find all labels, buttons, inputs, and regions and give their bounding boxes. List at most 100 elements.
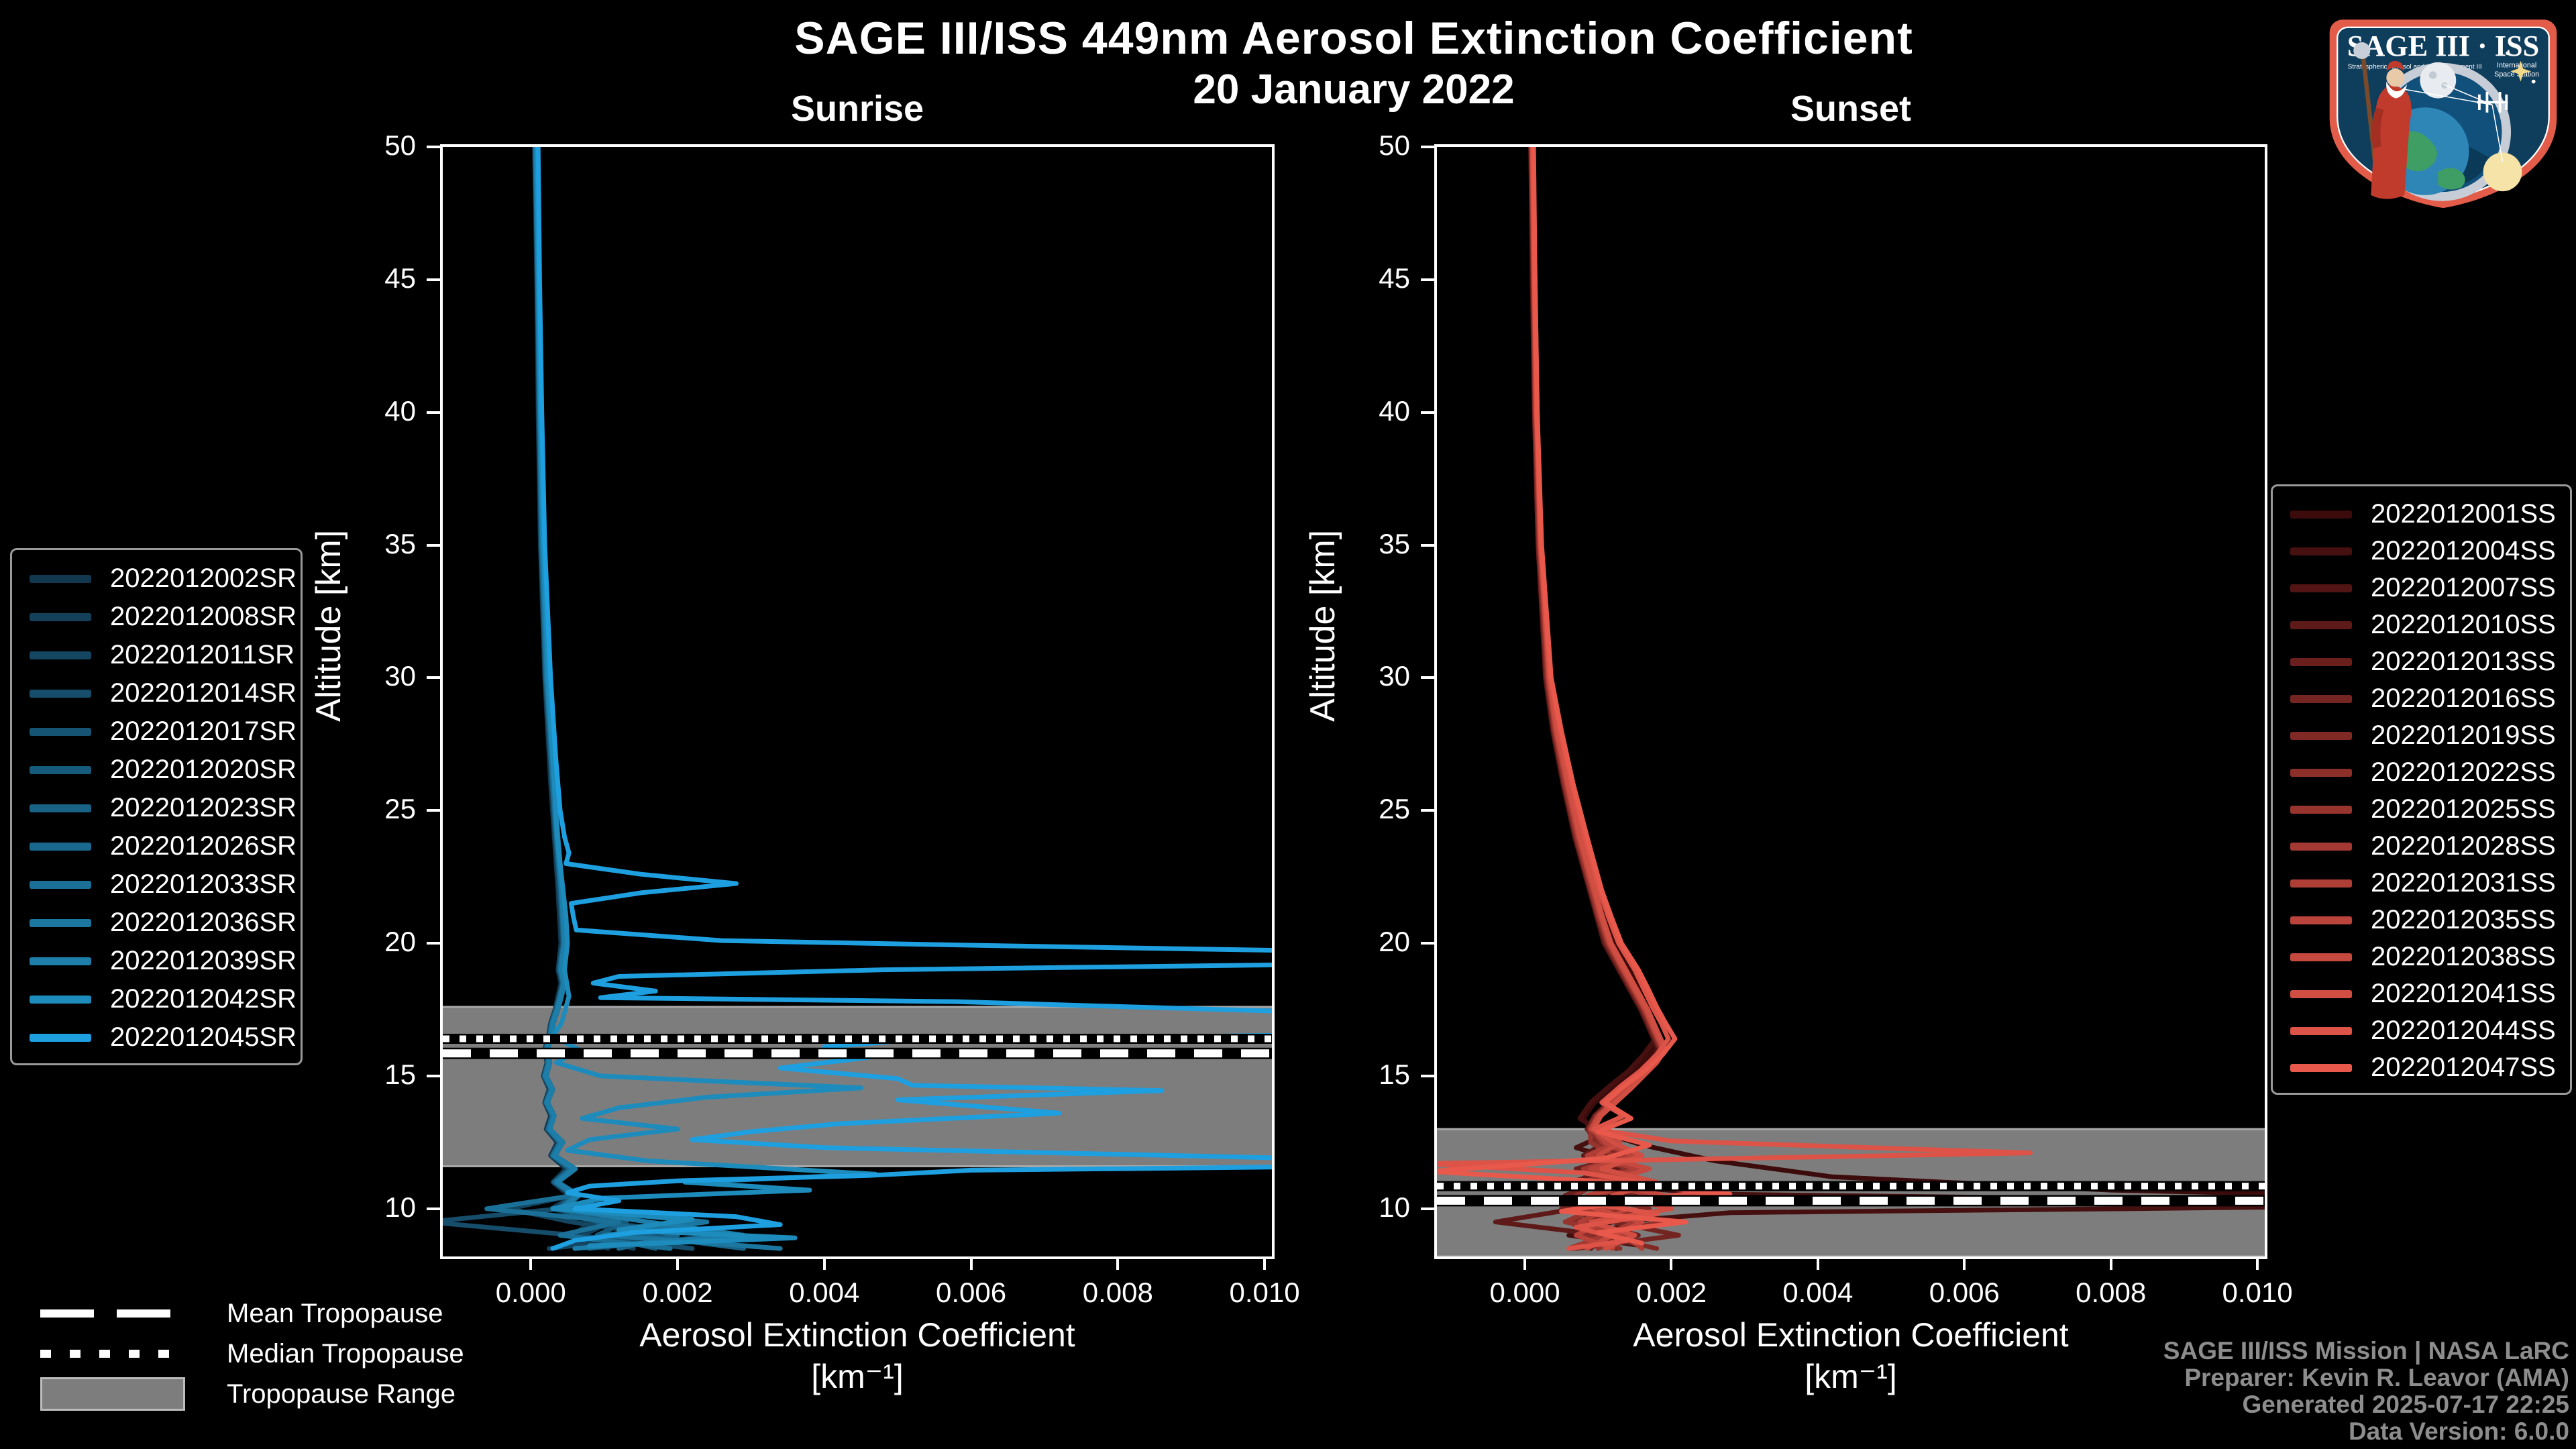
legend-item: 2022012039SR bbox=[12, 942, 301, 980]
plot-area bbox=[443, 147, 1272, 1251]
y-tick bbox=[1421, 1207, 1434, 1210]
legend-label: 2022012025SS bbox=[2371, 794, 2556, 824]
y-tick bbox=[1421, 809, 1434, 812]
x-tick-label: 0.002 bbox=[1635, 1277, 1707, 1308]
legend-item: 2022012031SS bbox=[2273, 865, 2570, 902]
legend-line-swatch bbox=[30, 918, 91, 927]
dash bbox=[117, 1309, 170, 1318]
profile-line bbox=[1437, 147, 2033, 1251]
plot-area bbox=[1437, 147, 2265, 1256]
sunrise-legend: 2022012002SR 2022012008SR 2022012011SR 2022… bbox=[10, 548, 303, 1065]
y-tick bbox=[427, 543, 440, 547]
x-tick bbox=[1963, 1256, 1966, 1270]
x-tick bbox=[1116, 1256, 1120, 1270]
legend-item: 2022012038SS bbox=[2273, 938, 2570, 975]
legend-line-swatch bbox=[2290, 989, 2352, 998]
y-tick bbox=[1421, 543, 1434, 547]
x-tick bbox=[676, 1256, 680, 1270]
dot bbox=[158, 1350, 169, 1358]
legend-item: 2022012022SS bbox=[2273, 754, 2570, 791]
x-tick-label: 0.004 bbox=[789, 1277, 860, 1308]
x-tick-label: 0.000 bbox=[1489, 1277, 1560, 1308]
legend-label: 2022012038SS bbox=[2371, 942, 2556, 971]
legend-label: 2022012031SS bbox=[2371, 868, 2556, 898]
x-tick bbox=[529, 1256, 533, 1270]
dashed-swatch bbox=[40, 1309, 193, 1318]
legend-label: 2022012036SR bbox=[110, 908, 297, 937]
legend-item: 2022012047SS bbox=[2273, 1049, 2570, 1086]
box-swatch bbox=[40, 1377, 193, 1411]
legend-line-swatch bbox=[30, 995, 91, 1004]
legend-label: 2022012004SS bbox=[2371, 536, 2556, 566]
x-tick-label: 0.006 bbox=[1929, 1277, 2000, 1308]
legend-line-swatch bbox=[2290, 916, 2352, 924]
legend-item: 2022012042SR bbox=[12, 980, 301, 1018]
y-tick-label: 50 bbox=[384, 129, 416, 161]
x-tick-label: 0.010 bbox=[1229, 1277, 1300, 1308]
legend-item: 2022012016SS bbox=[2273, 680, 2570, 717]
y-tick bbox=[1421, 1074, 1434, 1077]
patch-earth-land-2 bbox=[2438, 168, 2465, 190]
legend-item: 2022012035SS bbox=[2273, 902, 2570, 938]
y-tick bbox=[427, 411, 440, 414]
x-tick-label: 0.002 bbox=[642, 1277, 713, 1308]
legend-label: 2022012002SR bbox=[110, 564, 297, 593]
legend-line-swatch bbox=[30, 1033, 91, 1042]
sunrise-x-axis-units: [km⁻¹] bbox=[811, 1358, 904, 1395]
y-tick-label: 10 bbox=[384, 1191, 416, 1223]
sunset-legend: 2022012001SS 2022012004SS 2022012007SS 2022… bbox=[2271, 484, 2572, 1095]
legend-line-swatch bbox=[30, 612, 91, 621]
patch-sun bbox=[2483, 152, 2522, 192]
x-tick-label: 0.004 bbox=[1782, 1277, 1854, 1308]
legend-item: 2022012004SS bbox=[2273, 533, 2570, 570]
legend-line-swatch bbox=[30, 842, 91, 851]
y-tick-label: 15 bbox=[384, 1058, 416, 1090]
sunrise-plot: Sunrise Altitude [km] Aerosol Extinction… bbox=[309, 89, 1300, 1395]
dotted-swatch bbox=[40, 1350, 193, 1358]
legend-item: 2022012033SR bbox=[12, 865, 301, 904]
legend-item: 2022012008SR bbox=[12, 598, 301, 636]
legend-label: 2022012042SR bbox=[110, 984, 297, 1014]
legend-item: 2022012014SR bbox=[12, 674, 301, 712]
legend-line-swatch bbox=[30, 689, 91, 698]
y-tick-label: 20 bbox=[384, 926, 416, 958]
legend-label: 2022012041SS bbox=[2371, 979, 2556, 1008]
legend-label: 2022012019SS bbox=[2371, 720, 2556, 750]
legend-line-swatch bbox=[2290, 621, 2352, 629]
legend-label: 2022012039SR bbox=[110, 946, 297, 975]
x-tick bbox=[1263, 1256, 1267, 1270]
legend-label: 2022012017SR bbox=[110, 716, 297, 746]
legend-item: 2022012036SR bbox=[12, 904, 301, 942]
x-tick bbox=[2256, 1256, 2259, 1270]
y-tick bbox=[427, 146, 440, 148]
y-tick-label: 25 bbox=[1379, 793, 1410, 825]
legend-line-swatch bbox=[30, 765, 91, 774]
legend-label: 2022012014SR bbox=[110, 678, 297, 708]
patch-moon bbox=[2420, 62, 2457, 99]
tropopause-legend-item: Median Tropopause bbox=[40, 1334, 464, 1374]
legend-line-swatch bbox=[2290, 731, 2352, 740]
legend-label: 2022012011SR bbox=[110, 640, 295, 669]
legend-line-swatch bbox=[30, 727, 91, 736]
patch-subtitle-right-1: International bbox=[2497, 61, 2536, 69]
legend-line-swatch bbox=[2290, 1026, 2352, 1035]
legend-line-swatch bbox=[2290, 694, 2352, 703]
y-tick-label: 30 bbox=[1379, 660, 1410, 692]
mission-patch-svg: SAGE III · ISS Stratospheric Aerosol and… bbox=[2329, 19, 2557, 209]
y-tick-label: 35 bbox=[1379, 527, 1410, 559]
legend-label: 2022012001SS bbox=[2371, 499, 2556, 529]
legend-item: 2022012002SR bbox=[12, 559, 301, 598]
y-tick bbox=[427, 1074, 440, 1077]
legend-line-swatch bbox=[30, 804, 91, 812]
legend-line-swatch bbox=[2290, 1063, 2352, 1072]
y-tick bbox=[427, 1207, 440, 1210]
legend-line-swatch bbox=[2290, 768, 2352, 777]
sunset-plot: Sunset Altitude [km] Aerosol Extinction … bbox=[1303, 89, 2293, 1395]
legend-line-swatch bbox=[2290, 547, 2352, 555]
tropopause-legend-label: Mean Tropopause bbox=[227, 1298, 443, 1328]
legend-item: 2022012019SS bbox=[2273, 717, 2570, 754]
patch-subtitle-right-2: Space Station bbox=[2494, 70, 2539, 78]
legend-label: 2022012020SR bbox=[110, 755, 297, 784]
attribution: SAGE III/ISS Mission | NASA LaRC Prepare… bbox=[2163, 1338, 2569, 1445]
